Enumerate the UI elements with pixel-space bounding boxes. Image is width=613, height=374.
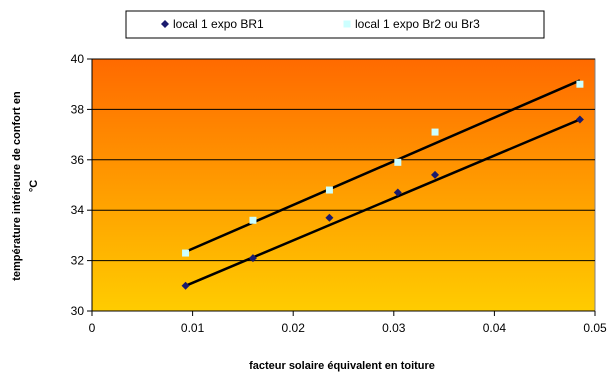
data-point-series-2 — [394, 158, 402, 166]
legend-marker-series-2 — [343, 20, 351, 28]
data-points — [181, 80, 584, 290]
data-point-series-1 — [181, 281, 190, 290]
data-point-series-1 — [393, 188, 402, 197]
data-point-series-2 — [249, 216, 257, 224]
legend-label-series-1: local 1 expo BR1 — [173, 17, 264, 31]
y-tick-label: 38 — [71, 102, 85, 116]
y-tick-label: 30 — [71, 304, 85, 318]
legend-box — [125, 10, 545, 39]
y-tick-label: 34 — [71, 203, 85, 217]
x-axis-label: facteur solaire équivalent en toiture — [249, 360, 435, 372]
x-tick-label: 0.02 — [282, 321, 306, 335]
data-point-series-1 — [248, 254, 257, 263]
tick-labels: 0 0.01 0.02 0.03 0.04 0.05 30 32 34 36 38 40 — [71, 52, 607, 335]
data-point-series-2 — [325, 186, 333, 194]
x-tick-label: 0.04 — [483, 321, 507, 335]
y-tick-label: 36 — [71, 153, 85, 167]
data-point-series-2 — [576, 80, 584, 88]
data-point-series-2 — [182, 249, 190, 257]
data-point-series-2 — [431, 128, 439, 136]
x-tick-label: 0.01 — [181, 321, 205, 335]
y-tick-label: 40 — [71, 52, 85, 66]
data-point-series-1 — [431, 170, 440, 179]
x-tick-label: 0 — [89, 321, 96, 335]
legend-marker-series-1 — [161, 20, 169, 28]
axes — [87, 58, 596, 316]
data-point-series-1 — [575, 115, 584, 124]
plot-area — [91, 58, 596, 312]
x-tick-label: 0.05 — [583, 321, 607, 335]
y-axis-label-line-2: °C — [28, 180, 40, 192]
data-point-series-1 — [325, 213, 334, 222]
y-axis-label: température intérieure de confort en °C — [11, 91, 40, 281]
x-tick-label: 0.03 — [382, 321, 406, 335]
y-axis-label-line-1: température intérieure de confort en — [11, 91, 23, 281]
y-tick-label: 32 — [71, 254, 85, 268]
legend-label-series-2: local 1 expo Br2 ou Br3 — [355, 17, 480, 31]
legend: local 1 expo BR1 local 1 expo Br2 ou Br3 — [125, 10, 545, 39]
